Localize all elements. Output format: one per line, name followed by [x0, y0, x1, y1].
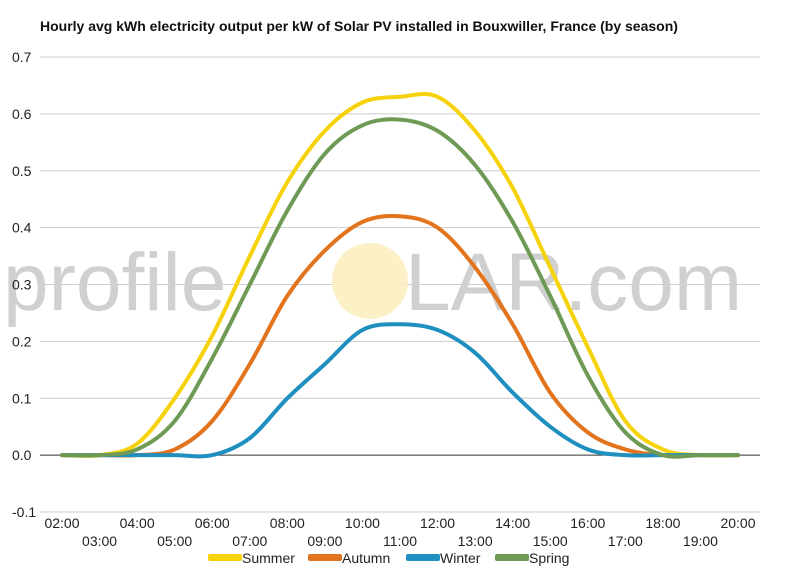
x-tick-label: 10:00 — [345, 515, 380, 531]
legend: Summer Autumn Winter Spring — [208, 550, 569, 566]
legend-label-spring: Spring — [529, 550, 569, 566]
y-tick-label: 0.0 — [12, 447, 32, 463]
x-tick-label: 15:00 — [533, 533, 568, 549]
legend-swatch-spring — [495, 554, 529, 561]
x-tick-label: 18:00 — [645, 515, 680, 531]
x-tick-label: 05:00 — [157, 533, 192, 549]
x-tick-label: 08:00 — [270, 515, 305, 531]
legend-label-winter: Winter — [440, 550, 481, 566]
x-tick-label: 20:00 — [720, 515, 755, 531]
x-tick-label: 17:00 — [608, 533, 643, 549]
series-line-winter — [60, 322, 740, 459]
y-tick-label: 0.4 — [12, 220, 32, 236]
y-tick-label: -0.1 — [12, 504, 36, 520]
series-line-summer — [60, 92, 740, 458]
x-tick-label: 02:00 — [44, 515, 79, 531]
watermark-sun-icon — [332, 243, 408, 319]
watermark-text-left: profile — [3, 237, 226, 328]
y-tick-label: 0.3 — [12, 277, 32, 293]
x-tick-label: 06:00 — [195, 515, 230, 531]
legend-swatch-autumn — [308, 554, 342, 561]
x-tick-label: 11:00 — [383, 533, 417, 549]
x-tick-label: 16:00 — [570, 515, 605, 531]
legend-label-autumn: Autumn — [342, 550, 390, 566]
y-tick-label: 0.1 — [12, 390, 32, 406]
y-tick-label: 0.5 — [12, 163, 32, 179]
legend-label-summer: Summer — [242, 550, 295, 566]
x-tick-label: 04:00 — [120, 515, 155, 531]
x-tick-label: 14:00 — [495, 515, 530, 531]
legend-swatch-summer — [208, 554, 242, 561]
x-tick-label: 19:00 — [683, 533, 718, 549]
watermark: profile LAR.com — [3, 237, 742, 328]
x-tick-label: 03:00 — [82, 533, 117, 549]
x-tick-label: 12:00 — [420, 515, 455, 531]
series-layer — [60, 92, 740, 459]
x-tick-label: 09:00 — [307, 533, 342, 549]
x-tick-label: 07:00 — [232, 533, 267, 549]
chart-title: Hourly avg kWh electricity output per kW… — [40, 18, 678, 34]
y-tick-label: 0.6 — [12, 106, 32, 122]
y-tick-label: 0.2 — [12, 333, 32, 349]
series-line-autumn — [60, 213, 740, 458]
x-tick-label: 13:00 — [458, 533, 493, 549]
series-line-spring — [60, 117, 740, 459]
y-tick-label: 0.7 — [12, 49, 32, 65]
legend-swatch-winter — [406, 554, 440, 561]
